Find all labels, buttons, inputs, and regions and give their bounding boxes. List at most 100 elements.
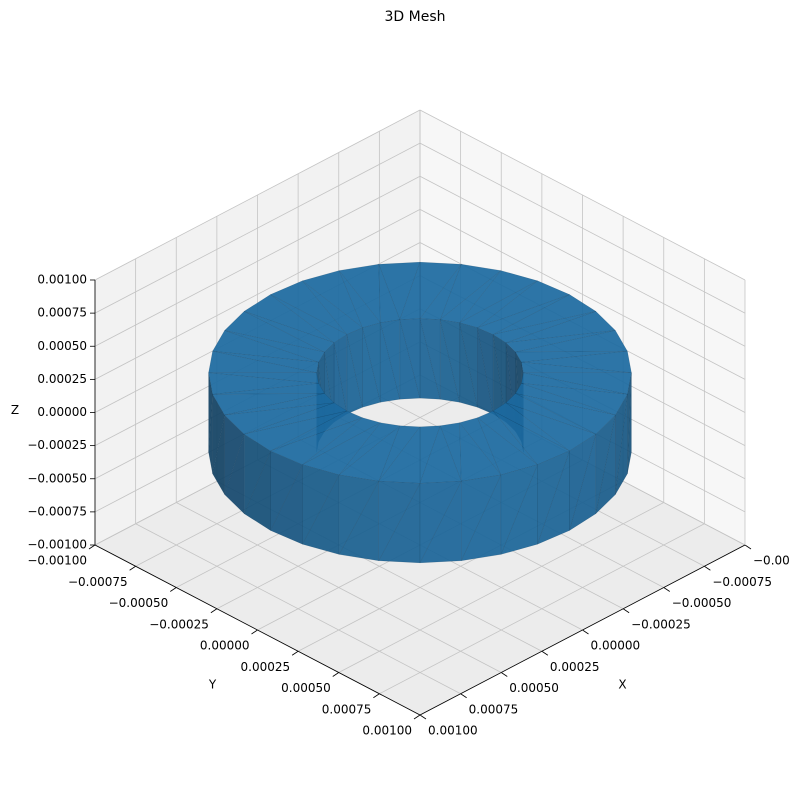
y-tick-label: 0.00050 [281,681,331,695]
mesh-top-face [419,264,462,320]
z-axis-label: Z [11,403,19,417]
axis-line [419,544,746,716]
z-tick-label: −0.00100 [27,538,87,552]
y-tick-label: 0.00075 [322,702,372,716]
tick-mark [541,650,549,656]
tick-mark [251,629,258,635]
mesh-outer-face [537,450,570,545]
grid-line [419,142,746,314]
z-tick-label: 0.00100 [37,273,87,287]
chart-title: 3D Mesh [385,9,446,25]
mesh-top-face [515,330,628,353]
mesh-inner-face [477,327,494,415]
tick-mark [210,608,218,614]
mesh-top-face [378,261,421,321]
mesh-top-face [476,294,570,335]
tick-mark [291,650,299,656]
mesh-outer-face [461,474,502,561]
mesh-top-face [208,372,319,384]
tick-mark [170,587,177,592]
mesh-top-face [224,330,325,363]
mesh-outer-face [569,433,597,531]
mesh-inner-face [419,318,441,400]
grid-line [419,175,746,347]
tick-mark [332,672,339,677]
x-tick-label: 0.00100 [428,724,478,738]
mesh-top-face [492,410,570,465]
mesh-top-face [243,410,347,452]
tick-mark [419,714,427,720]
tick-mark [582,629,589,635]
mesh-outer-face [627,372,632,474]
mesh-top-face [244,311,335,353]
tick-mark [460,693,467,699]
z-tick-label: −0.00075 [27,504,87,518]
grid-line [94,175,421,347]
axis-line [94,544,421,716]
mesh-top-face [515,350,628,363]
mesh-top-face [378,264,401,324]
mesh-outer-face [419,481,462,563]
z-tick-label: 0.00025 [37,372,87,386]
mesh-inner-face [346,327,363,408]
tick-mark [704,565,711,571]
mesh-top-face [302,422,381,476]
mesh-inner-face [362,322,381,403]
y-tick-label: −0.00050 [109,596,169,610]
mesh-top-face [338,422,401,476]
tick-mark [129,565,136,571]
z-tick-label: −0.00025 [27,438,87,452]
grid-line [338,502,664,673]
tick-mark [501,672,508,677]
tick-mark [663,587,670,592]
x-tick-label: 0.00050 [509,681,559,695]
x-tick-label: −0.00075 [712,575,772,589]
mesh-top-face [439,270,502,323]
mesh-top-face [476,417,538,476]
x-tick-label: −0.00025 [631,617,691,631]
mesh-top-face [224,393,335,416]
y-tick-label: 0.00100 [362,724,412,738]
y-tick-label: −0.00075 [68,575,128,589]
mesh-inner-face [399,318,421,399]
tick-mark [88,544,96,550]
mesh-top-face [270,294,348,343]
grid-line [94,209,421,380]
tick-mark [373,693,380,699]
mesh-inner-face [439,319,460,403]
mesh-top-face [492,311,596,343]
z-tick-label: −0.00050 [27,471,87,485]
mesh-outer-face [378,481,421,561]
x-axis-label: X [618,678,626,692]
y-axis-label: Y [208,678,217,692]
mesh-outer-face [338,474,380,555]
grid-line [94,142,421,314]
x-tick-label: −0.00100 [753,554,790,568]
y-tick-label: 0.00000 [200,639,250,653]
y-tick-label: −0.00100 [27,554,87,568]
grid-line [419,109,746,281]
mesh-inner-face [459,322,478,408]
z-tick-label: 0.00075 [37,306,87,320]
mesh-top-face [521,383,628,416]
mesh-outer-face [500,464,538,555]
mesh-outer-face [302,464,340,545]
z-tick-label: 0.00050 [37,339,87,353]
tick-mark [744,544,752,550]
mesh-top-face [523,372,632,395]
x-tick-label: −0.00050 [672,596,732,610]
mesh-top-face [399,262,421,320]
mesh-top-face [224,311,325,353]
y-tick-label: −0.00025 [149,617,209,631]
mesh-inner-face [380,319,401,400]
mesh-top-face [269,417,363,465]
z-tick-label: 0.00000 [37,405,87,419]
tick-mark [413,714,421,720]
grid-line [94,109,421,281]
x-tick-label: 0.00075 [469,702,519,716]
mesh-top-face [224,402,335,435]
mesh-top-face [212,330,319,363]
grid-line [419,209,746,380]
